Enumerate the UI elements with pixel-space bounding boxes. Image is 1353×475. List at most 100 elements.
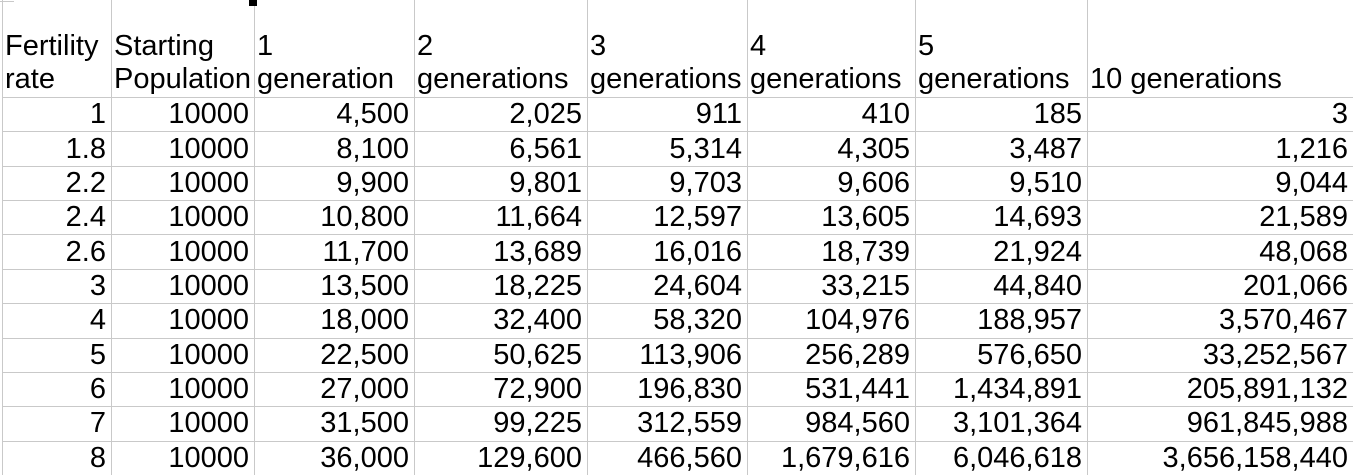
table-cell[interactable]: 21,589 bbox=[1087, 200, 1353, 236]
table-cell[interactable]: 188,957 bbox=[915, 303, 1088, 339]
table-cell[interactable]: 961,845,988 bbox=[1087, 406, 1353, 442]
table-cell[interactable]: 11,664 bbox=[414, 200, 588, 236]
table-cell[interactable]: 8,100 bbox=[254, 131, 415, 167]
table-cell[interactable]: 7 bbox=[2, 406, 112, 442]
table-cell[interactable]: 9,801 bbox=[414, 166, 588, 202]
table-cell[interactable]: 196,830 bbox=[587, 372, 748, 408]
table-cell[interactable]: 18,000 bbox=[254, 303, 415, 339]
table-cell[interactable]: 9,606 bbox=[747, 166, 916, 202]
table-cell[interactable]: 32,400 bbox=[414, 303, 588, 339]
column-header[interactable]: Starting Population bbox=[111, 0, 255, 98]
table-cell[interactable]: 9,044 bbox=[1087, 166, 1353, 202]
column-header[interactable]: 5 generations bbox=[915, 0, 1088, 98]
table-cell[interactable]: 11,700 bbox=[254, 234, 415, 270]
table-cell[interactable]: 50,625 bbox=[414, 338, 588, 373]
table-cell[interactable]: 129,600 bbox=[414, 441, 588, 475]
table-cell[interactable]: 1,679,616 bbox=[747, 441, 916, 475]
table-cell[interactable]: 113,906 bbox=[587, 338, 748, 373]
table-cell[interactable]: 531,441 bbox=[747, 372, 916, 408]
table-cell[interactable]: 58,320 bbox=[587, 303, 748, 339]
table-cell[interactable]: 18,225 bbox=[414, 269, 588, 305]
table-cell[interactable]: 22,500 bbox=[254, 338, 415, 373]
table-cell[interactable]: 466,560 bbox=[587, 441, 748, 475]
table-cell[interactable]: 10000 bbox=[111, 234, 255, 270]
table-cell[interactable]: 33,252,567 bbox=[1087, 338, 1353, 373]
table-cell[interactable]: 185 bbox=[915, 97, 1088, 133]
table-cell[interactable]: 13,689 bbox=[414, 234, 588, 270]
table-cell[interactable]: 410 bbox=[747, 97, 916, 133]
table-cell[interactable]: 2.6 bbox=[2, 234, 112, 270]
table-cell[interactable]: 6,046,618 bbox=[915, 441, 1088, 475]
table-cell[interactable]: 911 bbox=[587, 97, 748, 133]
table-cell[interactable]: 312,559 bbox=[587, 406, 748, 442]
table-cell[interactable]: 16,016 bbox=[587, 234, 748, 270]
table-cell[interactable]: 10000 bbox=[111, 131, 255, 167]
table-cell[interactable]: 6,561 bbox=[414, 131, 588, 167]
table-cell[interactable]: 9,703 bbox=[587, 166, 748, 202]
table-cell[interactable]: 10000 bbox=[111, 303, 255, 339]
table-cell[interactable]: 48,068 bbox=[1087, 234, 1353, 270]
column-header[interactable]: Fertility rate bbox=[2, 0, 112, 98]
table-cell[interactable]: 3,656,158,440 bbox=[1087, 441, 1353, 475]
table-cell[interactable]: 18,739 bbox=[747, 234, 916, 270]
column-header[interactable]: 10 generations bbox=[1087, 0, 1353, 98]
table-cell[interactable]: 1,216 bbox=[1087, 131, 1353, 167]
column-header[interactable]: 4 generations bbox=[747, 0, 916, 98]
table-cell[interactable]: 3 bbox=[2, 269, 112, 305]
table-cell[interactable]: 3 bbox=[1087, 97, 1353, 133]
table-cell[interactable]: 99,225 bbox=[414, 406, 588, 442]
table-cell[interactable]: 27,000 bbox=[254, 372, 415, 408]
table-cell[interactable]: 3,101,364 bbox=[915, 406, 1088, 442]
table-cell[interactable]: 31,500 bbox=[254, 406, 415, 442]
table-cell[interactable]: 10000 bbox=[111, 372, 255, 408]
table-cell[interactable]: 205,891,132 bbox=[1087, 372, 1353, 408]
table-cell[interactable]: 5 bbox=[2, 338, 112, 373]
table-cell[interactable]: 10000 bbox=[111, 441, 255, 475]
table-cell[interactable]: 10000 bbox=[111, 200, 255, 236]
table-cell[interactable]: 5,314 bbox=[587, 131, 748, 167]
table-cell[interactable]: 21,924 bbox=[915, 234, 1088, 270]
table-cell[interactable]: 24,604 bbox=[587, 269, 748, 305]
table-cell[interactable]: 9,510 bbox=[915, 166, 1088, 202]
table-cell[interactable]: 201,066 bbox=[1087, 269, 1353, 305]
table-row: 3 10000 13,500 18,225 24,604 33,215 44,840 201,… bbox=[2, 269, 1353, 305]
table-cell[interactable]: 2.2 bbox=[2, 166, 112, 202]
table-cell[interactable]: 10000 bbox=[111, 406, 255, 442]
table-cell[interactable]: 2,025 bbox=[414, 97, 588, 133]
table-row: 7 10000 31,500 99,225 312,559 984,560 3,101,36… bbox=[2, 406, 1353, 442]
table-cell[interactable]: 1 bbox=[2, 97, 112, 133]
column-header[interactable]: 3 generations bbox=[587, 0, 748, 98]
table-cell[interactable]: 984,560 bbox=[747, 406, 916, 442]
table-cell[interactable]: 4 bbox=[2, 303, 112, 339]
table-cell[interactable]: 6 bbox=[2, 372, 112, 408]
table-row: 1 10000 4,500 2,025 911 410 185 3 bbox=[2, 97, 1353, 133]
table-cell[interactable]: 10,800 bbox=[254, 200, 415, 236]
table-cell[interactable]: 8 bbox=[2, 441, 112, 475]
table-cell[interactable]: 10000 bbox=[111, 338, 255, 373]
table-cell[interactable]: 13,500 bbox=[254, 269, 415, 305]
table-cell[interactable]: 14,693 bbox=[915, 200, 1088, 236]
table-cell[interactable]: 10000 bbox=[111, 166, 255, 202]
column-header[interactable]: 2 generations bbox=[414, 0, 588, 98]
table-cell[interactable]: 9,900 bbox=[254, 166, 415, 202]
table-cell[interactable]: 4,305 bbox=[747, 131, 916, 167]
table-cell[interactable]: 36,000 bbox=[254, 441, 415, 475]
table-cell[interactable]: 104,976 bbox=[747, 303, 916, 339]
table-cell[interactable]: 44,840 bbox=[915, 269, 1088, 305]
table-cell[interactable]: 72,900 bbox=[414, 372, 588, 408]
table-cell[interactable]: 1.8 bbox=[2, 131, 112, 167]
table-cell[interactable]: 12,597 bbox=[587, 200, 748, 236]
table-cell[interactable]: 4,500 bbox=[254, 97, 415, 133]
column-header[interactable]: 1 generation bbox=[254, 0, 415, 98]
table-cell[interactable]: 2.4 bbox=[2, 200, 112, 236]
table-cell[interactable]: 576,650 bbox=[915, 338, 1088, 373]
table-cell[interactable]: 33,215 bbox=[747, 269, 916, 305]
table-cell[interactable]: 10000 bbox=[111, 97, 255, 133]
gridline-stub bbox=[0, 1, 14, 2]
table-cell[interactable]: 3,570,467 bbox=[1087, 303, 1353, 339]
table-cell[interactable]: 10000 bbox=[111, 269, 255, 305]
table-cell[interactable]: 1,434,891 bbox=[915, 372, 1088, 408]
table-cell[interactable]: 3,487 bbox=[915, 131, 1088, 167]
table-cell[interactable]: 13,605 bbox=[747, 200, 916, 236]
table-cell[interactable]: 256,289 bbox=[747, 338, 916, 373]
